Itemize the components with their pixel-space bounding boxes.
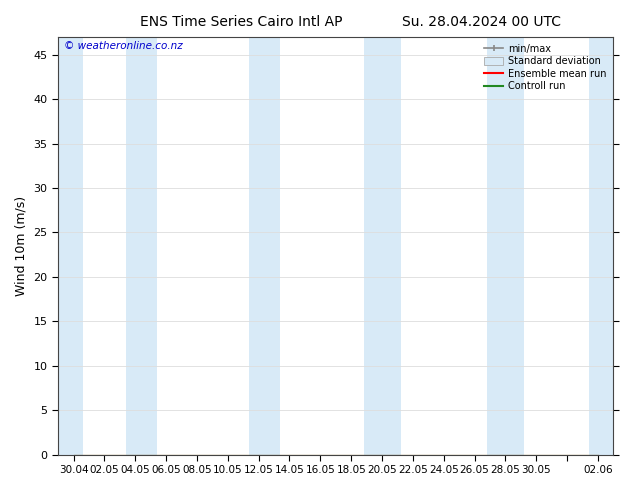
Legend: min/max, Standard deviation, Ensemble mean run, Controll run: min/max, Standard deviation, Ensemble me… <box>482 42 609 93</box>
Text: Su. 28.04.2024 00 UTC: Su. 28.04.2024 00 UTC <box>403 15 561 29</box>
Bar <box>589 37 614 455</box>
Bar <box>58 37 83 455</box>
Bar <box>126 37 157 455</box>
Text: © weatheronline.co.nz: © weatheronline.co.nz <box>63 41 183 51</box>
Y-axis label: Wind 10m (m/s): Wind 10m (m/s) <box>15 196 28 296</box>
Text: ENS Time Series Cairo Intl AP: ENS Time Series Cairo Intl AP <box>139 15 342 29</box>
Bar <box>249 37 280 455</box>
Bar <box>363 37 401 455</box>
Bar <box>487 37 524 455</box>
